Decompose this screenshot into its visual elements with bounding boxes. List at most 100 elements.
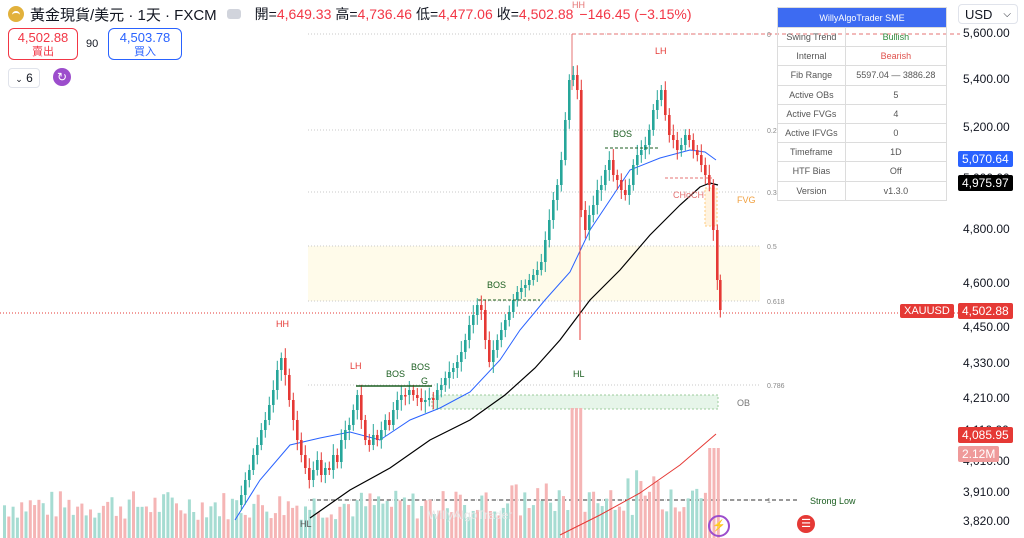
candle-body: [656, 100, 659, 110]
candle-body: [532, 275, 535, 280]
volume-bar: [458, 494, 462, 538]
volume-bar: [359, 492, 363, 538]
candle-body: [676, 140, 679, 150]
currency-select[interactable]: USD ⌵: [958, 4, 1018, 24]
candle-body: [380, 430, 383, 440]
info-row: HTF Bias Off: [777, 161, 948, 182]
candle-body: [700, 155, 703, 165]
info-row-label: Active FVGs: [777, 103, 846, 124]
volume-bar: [183, 513, 187, 538]
info-row: Timeframe 1D: [777, 142, 948, 163]
volume-bar: [58, 491, 62, 538]
fib-level-label: 1: [767, 498, 771, 505]
price-axis-tick: 4,450.00: [963, 320, 1010, 334]
volume-bar: [415, 518, 419, 538]
candle-body: [548, 220, 551, 240]
refresh-icon[interactable]: ↻: [53, 68, 71, 86]
volume-bar: [153, 497, 157, 538]
structure-label: FVG: [737, 195, 756, 205]
volume-bar: [170, 497, 174, 538]
price-axis-tick: 4,330.00: [963, 356, 1010, 370]
volume-bar: [37, 499, 41, 538]
volume-bar: [71, 514, 75, 538]
volume-bar: [678, 511, 682, 538]
volume-bar: [187, 499, 191, 538]
volume-bar: [686, 498, 690, 538]
volume-bar: [656, 481, 660, 538]
candle-body: [248, 470, 251, 480]
candle-body: [440, 385, 443, 390]
indicator-info-table: WillyAlgoTrader SME Swing Trend Bullish In…: [777, 7, 948, 201]
volume-bar: [136, 506, 140, 538]
volume-bar: [381, 503, 385, 538]
candle-body: [696, 150, 699, 155]
candle-body: [252, 455, 255, 470]
candle-body: [304, 455, 307, 468]
price-axis-tick: 5,600.00: [963, 26, 1010, 40]
symbol-title[interactable]: 黃金現貨/美元 · 1天 · FXCM: [30, 6, 217, 24]
volume-bar: [93, 517, 97, 538]
structure-label: LH: [655, 46, 667, 56]
chevron-down-icon: ⌄: [15, 74, 23, 84]
lightning-icon[interactable]: ⚡: [708, 515, 730, 537]
flag-icon[interactable]: ☰: [797, 515, 815, 533]
volume-bar: [50, 491, 54, 538]
info-row: Fib Range 5597.04 — 3886.28: [777, 65, 948, 86]
volume-bar: [540, 500, 544, 538]
volume-bar: [673, 507, 677, 538]
volume-bar: [127, 499, 131, 538]
candle-body: [504, 320, 507, 330]
volume-bar: [695, 488, 699, 538]
info-row: Active OBs 5: [777, 84, 948, 105]
structure-label: OB: [737, 398, 750, 408]
volume-bar: [321, 517, 325, 538]
info-table-title: WillyAlgoTrader SME: [777, 7, 947, 28]
candle-body: [400, 395, 403, 400]
candle-body: [640, 150, 643, 155]
volume-bar: [213, 502, 217, 538]
volume-bar: [132, 491, 135, 538]
candle-body: [632, 165, 635, 185]
low-label: 低=: [416, 6, 439, 22]
info-row-value: 1D: [844, 142, 948, 163]
volume-bar: [570, 408, 574, 538]
candle-body: [364, 420, 367, 440]
candle-body: [608, 160, 611, 170]
candle-body: [684, 135, 687, 145]
candle-body: [484, 310, 487, 340]
volume-bar: [613, 509, 617, 538]
high-value: 4,736.46: [357, 6, 413, 22]
volume-bar: [63, 507, 67, 538]
volume-bar: [467, 516, 471, 538]
volume-bar: [708, 448, 712, 538]
info-row: Version v1.3.0: [777, 180, 948, 201]
volume-bar: [89, 509, 92, 538]
volume-bar: [536, 488, 540, 538]
volume-bar: [316, 511, 320, 538]
info-row-value: Bullish: [844, 26, 948, 48]
volume-bar: [402, 497, 406, 538]
volume-bar: [355, 500, 359, 538]
candle-body: [280, 358, 283, 370]
candle-body: [572, 75, 575, 80]
sell-button[interactable]: 4,502.88 賣出: [8, 28, 78, 60]
open-label: 開=: [254, 6, 277, 22]
candle-body: [508, 312, 511, 320]
candle-body: [664, 90, 667, 115]
volume-bar: [364, 506, 368, 538]
volume-bar: [557, 490, 561, 538]
volume-bar: [544, 483, 548, 538]
volume-bar: [703, 492, 707, 538]
buy-button[interactable]: 4,503.78 買入: [108, 28, 182, 60]
indicators-toggle-button[interactable]: ⌄ 6: [8, 68, 40, 88]
structure-label: Strong Low: [810, 496, 856, 506]
eye-icon[interactable]: [226, 9, 241, 19]
volume-bar: [691, 490, 694, 538]
volume-bar: [106, 501, 110, 538]
candle-body: [456, 362, 459, 368]
volume-bar: [368, 493, 372, 538]
candle-body: [452, 368, 455, 372]
spread-value: 90: [86, 38, 99, 50]
volume-bar: [84, 515, 88, 538]
